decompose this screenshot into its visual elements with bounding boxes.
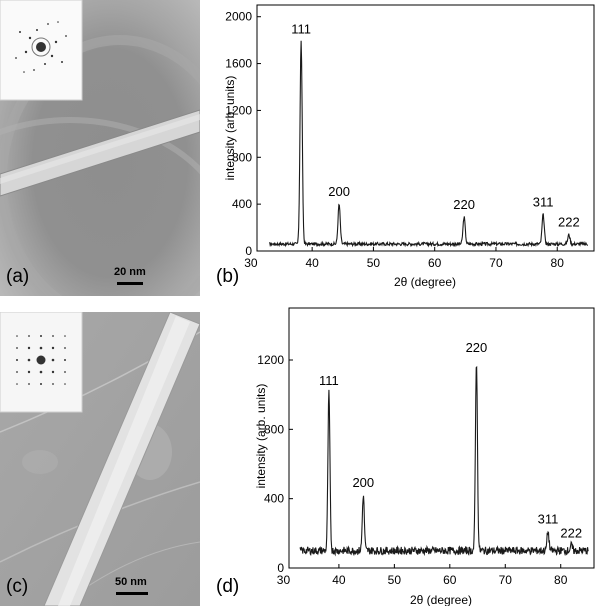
chart-d-ytick-label: 0	[277, 561, 284, 575]
tem-image-a	[0, 0, 200, 296]
chart-b-xtick-label: 60	[428, 256, 442, 270]
chart-b-ytick-label: 400	[232, 197, 252, 211]
chart-b-xtick-label: 70	[489, 256, 503, 270]
chart-d-xtick-label: 70	[499, 573, 513, 587]
panel-label-a: (a)	[6, 266, 30, 287]
scale-bar-label-c: 50 nm	[115, 576, 147, 588]
chart-d-xtick-label: 60	[443, 573, 457, 587]
chart-b-xtick-label: 30	[244, 256, 258, 270]
chart-d-xlabel: 2θ (degree)	[410, 593, 472, 606]
chart-b-frame	[256, 4, 595, 252]
chart-d-peak-label: 222	[560, 525, 582, 540]
chart-d-peak-label: 220	[466, 340, 488, 355]
chart-b-xtick-label: 50	[367, 256, 381, 270]
tem-image-c	[0, 312, 200, 606]
chart-b-ytick-label: 1200	[225, 103, 252, 117]
tem-image-c-graphic	[0, 312, 200, 606]
scale-bar-label-a: 20 nm	[114, 266, 146, 278]
chart-d-ytick-label: 400	[264, 492, 284, 506]
chart-b-ytick-label: 800	[232, 150, 252, 164]
chart-b-xlabel: 2θ (degree)	[394, 275, 456, 289]
chart-b-ytick-label: 2000	[225, 10, 252, 24]
chart-b-peak-label: 200	[328, 184, 350, 199]
chart-d-series-line	[299, 365, 589, 557]
chart-d-peak-label: 311	[538, 512, 559, 527]
panel-label-d: (d)	[216, 576, 240, 597]
panel-label-b: (b)	[216, 266, 240, 287]
chart-d-xtick-label: 50	[388, 573, 402, 587]
tem-image-a-graphic	[0, 0, 200, 296]
chart-d-ytick-label: 800	[264, 422, 284, 436]
scale-bar-a	[117, 282, 143, 285]
panel-label-c: (c)	[6, 576, 29, 597]
chart-d-xtick-label: 30	[277, 573, 291, 587]
chart-d-xtick-label: 40	[332, 573, 346, 587]
chart-b-xtick-label: 80	[551, 256, 565, 270]
chart-d-frame	[288, 307, 595, 569]
chart-b-xtick-label: 40	[305, 256, 319, 270]
chart-b-ylabel: intensity (arb. units)	[223, 76, 237, 181]
chart-b-ytick-label: 1600	[225, 57, 252, 71]
chart-d-ytick-label: 1200	[257, 353, 284, 367]
scale-bar-c	[116, 592, 148, 595]
chart-b-peak-label: 222	[558, 215, 580, 230]
chart-d-peak-label: 200	[352, 475, 374, 490]
chart-b-peak-label: 111	[291, 21, 311, 36]
chart-b-peak-label: 311	[533, 195, 554, 210]
chart-b-ytick-label: 0	[245, 244, 252, 258]
chart-d-ylabel: intensity (arb. units)	[254, 384, 268, 489]
chart-b-series-line	[269, 40, 588, 248]
chart-d-xtick-label: 80	[554, 573, 568, 587]
chart-b-peak-label: 220	[453, 197, 475, 212]
chart-d-peak-label: 111	[319, 373, 339, 388]
